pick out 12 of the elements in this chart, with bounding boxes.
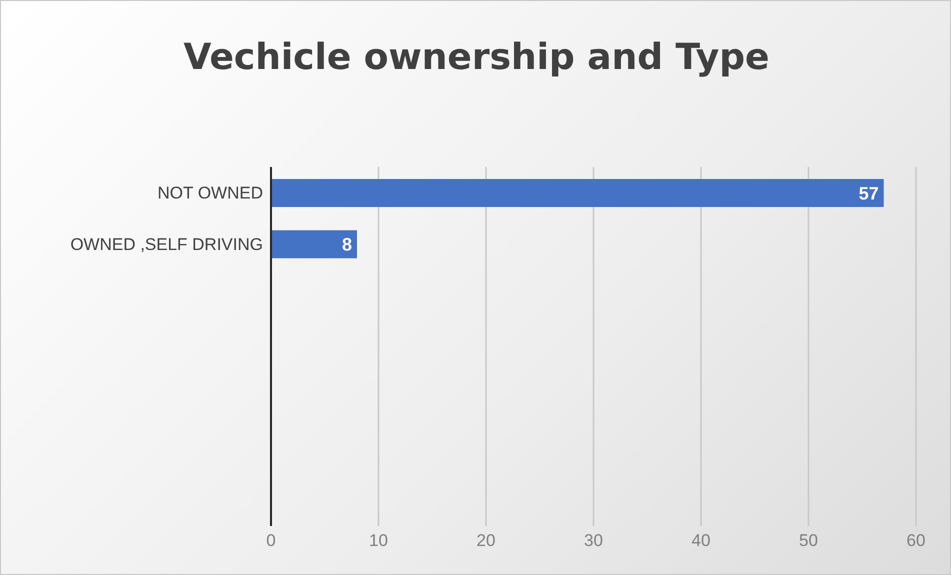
x-tick-label: 50 (799, 531, 818, 550)
x-tick-label: 40 (692, 531, 710, 550)
x-tick-label: 0 (266, 531, 276, 550)
data-label: 57 (858, 183, 879, 204)
x-tick-label: 30 (584, 531, 603, 550)
x-tick-label: 60 (906, 531, 926, 550)
x-tick-label: 10 (369, 531, 388, 550)
y-tick-label: OWNED ,SELF DRIVING (70, 234, 263, 254)
data-label: 8 (342, 234, 352, 255)
y-tick-label: NOT OWNED (158, 184, 263, 203)
chart-title: Vechicle ownership and Type (182, 37, 770, 78)
x-tick-label: 20 (476, 531, 496, 550)
